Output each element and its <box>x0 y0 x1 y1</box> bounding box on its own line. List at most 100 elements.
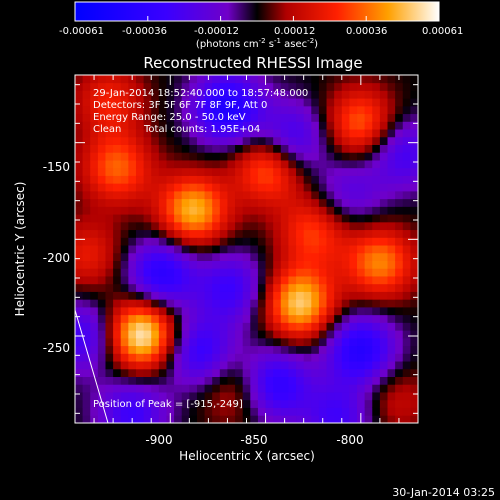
heatmap-cell <box>166 90 175 99</box>
heatmap-cell <box>273 260 282 269</box>
heatmap-cell <box>113 183 122 192</box>
heatmap-cell <box>181 237 190 246</box>
heatmap-cell <box>410 376 418 385</box>
heatmap-cell <box>372 198 381 207</box>
heatmap-cell <box>151 299 160 308</box>
heatmap-cell <box>212 345 221 354</box>
heatmap-cell <box>181 407 190 416</box>
heatmap-cell <box>273 82 282 91</box>
heatmap-cell <box>250 75 259 84</box>
heatmap-cell <box>242 183 251 192</box>
heatmap-cell <box>379 368 388 377</box>
heatmap-cell <box>82 113 91 122</box>
heatmap-cell <box>280 407 289 416</box>
heatmap-cell <box>196 415 205 423</box>
heatmap-cell <box>257 136 266 145</box>
heatmap-cell <box>387 361 396 370</box>
heatmap-cell <box>166 160 175 169</box>
heatmap-cell <box>318 121 327 130</box>
heatmap-cell <box>326 407 335 416</box>
heatmap-cell <box>204 214 213 223</box>
heatmap-cell <box>151 307 160 316</box>
heatmap-cell <box>143 361 152 370</box>
heatmap-cell <box>143 152 152 161</box>
heatmap-cell <box>311 105 320 115</box>
heatmap-cell <box>395 399 404 408</box>
heatmap-cell <box>402 376 411 385</box>
heatmap-cell <box>97 167 106 176</box>
heatmap-cell <box>181 144 190 153</box>
heatmap-cell <box>387 105 396 115</box>
heatmap-cell <box>311 345 320 354</box>
heatmap-cell <box>341 353 350 362</box>
x-tick-label: -850 <box>240 433 267 447</box>
heatmap-cell <box>395 345 404 354</box>
heatmap-cell <box>82 175 91 184</box>
heatmap-cell <box>372 276 381 285</box>
heatmap-cell <box>143 113 152 122</box>
heatmap-cell <box>379 314 388 323</box>
heatmap-cell <box>181 307 190 316</box>
heatmap-cell <box>219 167 228 176</box>
heatmap-cell <box>341 307 350 316</box>
heatmap-cell <box>402 152 411 161</box>
heatmap-cell <box>120 283 129 292</box>
heatmap-cell <box>250 237 259 246</box>
heatmap-cell <box>379 415 388 423</box>
heatmap-cell <box>196 384 205 393</box>
heatmap-cell <box>410 314 418 323</box>
heatmap-cell <box>143 368 152 377</box>
heatmap-cell <box>334 299 343 308</box>
heatmap-cell <box>357 214 366 223</box>
heatmap-cell <box>288 121 297 130</box>
heatmap-cell <box>174 392 183 401</box>
heatmap-cell <box>326 105 335 115</box>
heatmap-cell <box>265 198 274 207</box>
heatmap-cell <box>311 283 320 292</box>
heatmap-cell <box>113 368 122 377</box>
heatmap-cell <box>326 167 335 176</box>
heatmap-cell <box>379 121 388 130</box>
heatmap-cell <box>212 175 221 184</box>
heatmap-cell <box>189 384 198 393</box>
heatmap-cell <box>219 82 228 91</box>
heatmap-cell <box>387 368 396 377</box>
heatmap-cell <box>296 129 305 138</box>
heatmap-cell <box>273 345 282 354</box>
heatmap-cell <box>174 237 183 246</box>
heatmap-cell <box>75 229 84 238</box>
heatmap-cell <box>204 299 213 308</box>
heatmap-cell <box>82 399 91 408</box>
heatmap-cell <box>75 98 84 107</box>
heatmap-cell <box>265 407 274 416</box>
heatmap-cell <box>128 98 137 107</box>
heatmap-cell <box>113 245 122 254</box>
heatmap-cell <box>318 82 327 91</box>
heatmap-cell <box>387 268 396 277</box>
y-tick-label: -150 <box>43 160 70 174</box>
heatmap-cell <box>280 268 289 277</box>
heatmap-cell <box>82 136 91 145</box>
heatmap-cell <box>128 105 137 115</box>
heatmap-cell <box>181 113 190 122</box>
heatmap-cell <box>364 307 373 316</box>
heatmap-cell <box>341 345 350 354</box>
heatmap-cell <box>113 392 122 401</box>
heatmap-cell <box>280 237 289 246</box>
heatmap-cell <box>105 252 114 261</box>
heatmap-cell <box>174 345 183 354</box>
heatmap-cell <box>395 160 404 169</box>
heatmap-cell <box>166 175 175 184</box>
heatmap-cell <box>227 283 236 292</box>
annotation-clean: Clean <box>93 124 121 135</box>
heatmap-cell <box>135 198 144 207</box>
heatmap-cell <box>402 353 411 362</box>
heatmap-cell <box>219 136 228 145</box>
heatmap-cell <box>196 75 205 84</box>
heatmap-cell <box>265 183 274 192</box>
heatmap-cell <box>105 105 114 115</box>
heatmap-cell <box>288 407 297 416</box>
heatmap-cell <box>357 82 366 91</box>
heatmap-cell <box>379 260 388 269</box>
heatmap-cell <box>395 144 404 153</box>
